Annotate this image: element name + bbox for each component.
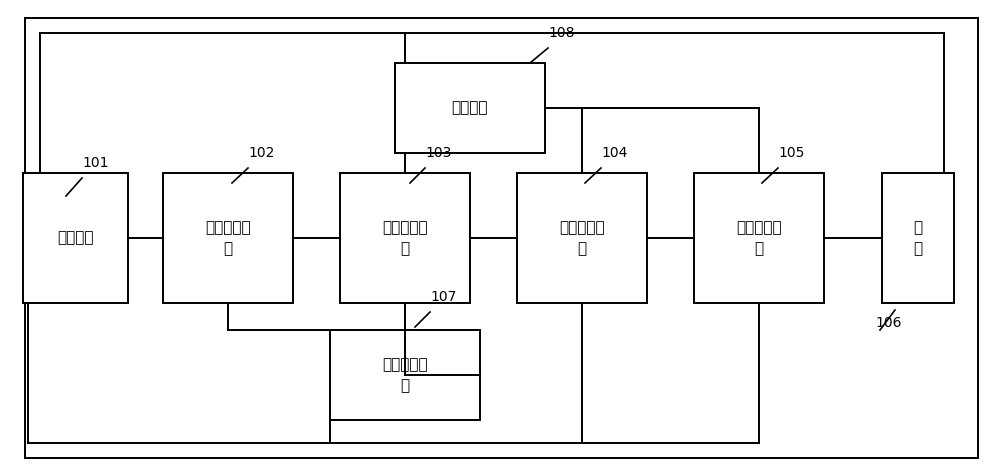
Text: 偏置单元: 偏置单元 [57,230,93,246]
Bar [882,173,954,303]
Bar [163,173,293,303]
Text: 108: 108 [548,26,574,40]
Text: 107: 107 [430,290,456,304]
Bar [330,330,480,420]
Bar [517,173,647,303]
Bar [395,63,545,153]
Text: 101: 101 [82,156,108,170]
Text: 105: 105 [778,146,804,160]
Text: 104: 104 [601,146,627,160]
Text: 负载补偿单
元: 负载补偿单 元 [736,220,782,256]
Bar [340,173,470,303]
Bar [22,173,128,303]
Text: 环路补偿单
元: 环路补偿单 元 [382,220,428,256]
Text: 102: 102 [248,146,274,160]
Text: 误差放大单
元: 误差放大单 元 [205,220,251,256]
Text: 103: 103 [425,146,451,160]
Text: 脉冲产生单
元: 脉冲产生单 元 [382,357,428,393]
Bar [694,173,824,303]
Text: 106: 106 [875,316,902,330]
Text: 过冲抑制单
元: 过冲抑制单 元 [559,220,605,256]
Text: 功率单元: 功率单元 [452,100,488,116]
Text: 负
载: 负 载 [913,220,923,256]
